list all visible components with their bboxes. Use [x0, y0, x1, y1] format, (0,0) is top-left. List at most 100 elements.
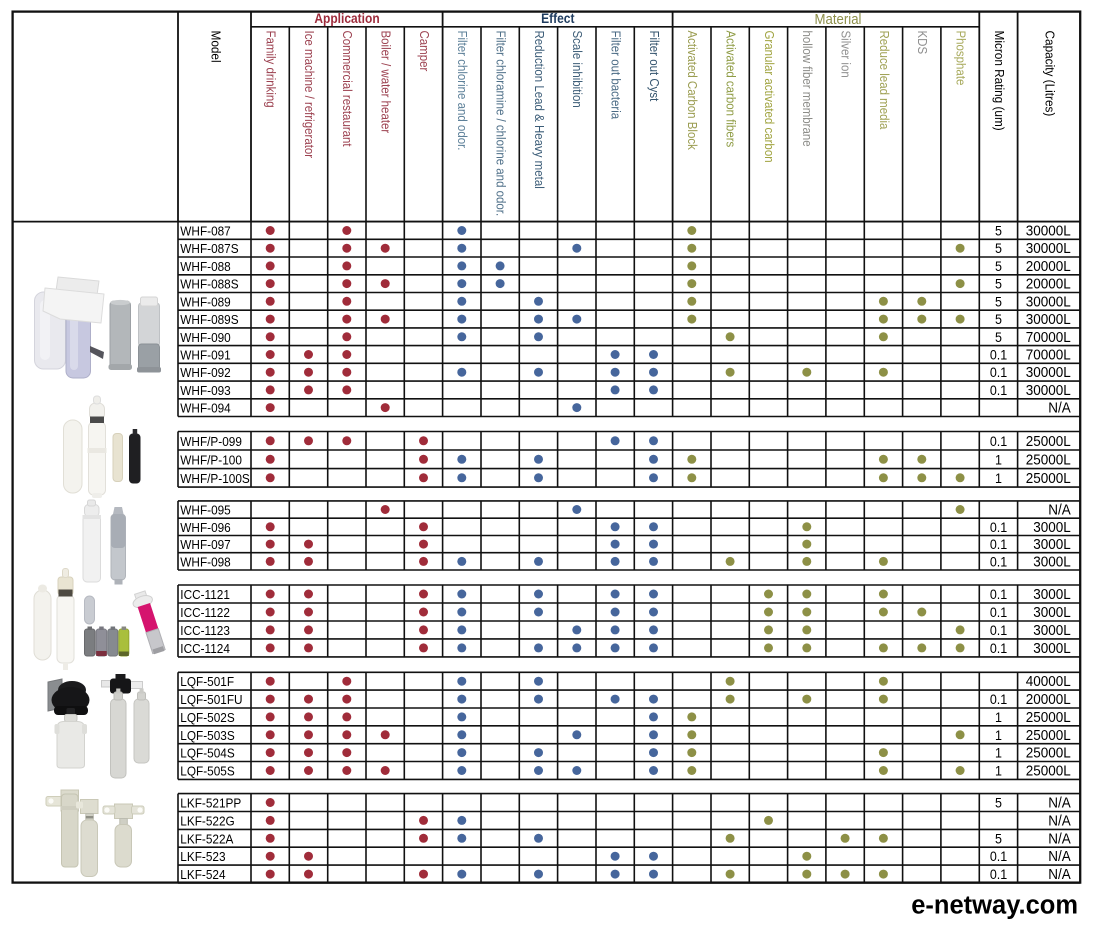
- svg-text:25000L: 25000L: [1026, 452, 1071, 469]
- svg-text:0.1: 0.1: [990, 849, 1007, 865]
- svg-text:0.1: 0.1: [990, 365, 1007, 381]
- svg-text:Reduction Lead & Heavy metal: Reduction Lead & Heavy metal: [532, 31, 547, 189]
- svg-text:ICC-1124: ICC-1124: [180, 641, 230, 656]
- svg-text:N/A: N/A: [1048, 831, 1071, 848]
- svg-text:0.1: 0.1: [990, 554, 1007, 570]
- svg-text:N/A: N/A: [1048, 795, 1071, 812]
- svg-text:30000L: 30000L: [1026, 382, 1071, 399]
- svg-text:40000L: 40000L: [1026, 674, 1071, 691]
- svg-text:25000L: 25000L: [1026, 727, 1071, 744]
- svg-text:Effect: Effect: [541, 10, 575, 26]
- svg-text:20000L: 20000L: [1026, 258, 1071, 275]
- svg-text:Family drinking: Family drinking: [263, 31, 278, 108]
- svg-text:30000L: 30000L: [1026, 311, 1071, 328]
- svg-text:1: 1: [995, 470, 1002, 486]
- svg-text:5: 5: [995, 329, 1002, 345]
- svg-text:3000L: 3000L: [1033, 586, 1071, 603]
- svg-text:N/A: N/A: [1048, 866, 1071, 883]
- svg-text:Material: Material: [815, 10, 862, 27]
- svg-text:N/A: N/A: [1048, 813, 1071, 830]
- svg-text:0.1: 0.1: [990, 622, 1007, 638]
- svg-text:5: 5: [995, 223, 1002, 239]
- svg-text:Boiler / water heater: Boiler / water heater: [378, 31, 393, 134]
- svg-text:LQF-504S: LQF-504S: [180, 746, 234, 761]
- svg-text:LQF-502S: LQF-502S: [180, 710, 234, 725]
- svg-text:Activated Carbon Block: Activated Carbon Block: [685, 31, 700, 151]
- svg-text:0.1: 0.1: [990, 640, 1007, 656]
- svg-text:0.1: 0.1: [990, 586, 1007, 602]
- svg-text:ICC-1123: ICC-1123: [180, 623, 230, 638]
- svg-text:LQF-505S: LQF-505S: [180, 764, 234, 779]
- svg-text:WHF-097: WHF-097: [180, 537, 230, 552]
- svg-text:N/A: N/A: [1048, 849, 1071, 866]
- svg-text:ICC-1121: ICC-1121: [180, 587, 230, 602]
- svg-text:5: 5: [995, 241, 1002, 257]
- svg-text:Filter out Cyst: Filter out Cyst: [647, 31, 662, 102]
- svg-text:Phosphate: Phosphate: [953, 31, 968, 86]
- svg-text:0.1: 0.1: [990, 536, 1007, 552]
- svg-text:5: 5: [995, 311, 1002, 327]
- svg-text:Silver ion: Silver ion: [838, 31, 853, 78]
- svg-text:Camper: Camper: [417, 31, 432, 72]
- svg-text:Activated carbon fibers: Activated carbon fibers: [723, 31, 738, 148]
- svg-text:LKF-523: LKF-523: [180, 850, 225, 865]
- svg-text:WHF-091: WHF-091: [180, 348, 230, 363]
- svg-text:hollow fiber membrane: hollow fiber membrane: [800, 31, 815, 147]
- svg-text:3000L: 3000L: [1033, 604, 1071, 621]
- svg-text:WHF-089S: WHF-089S: [180, 312, 238, 327]
- svg-text:LQF-501FU: LQF-501FU: [180, 692, 242, 707]
- svg-text:3000L: 3000L: [1033, 536, 1071, 553]
- svg-text:WHF-094: WHF-094: [180, 401, 230, 416]
- svg-text:WHF-092: WHF-092: [180, 366, 230, 381]
- svg-text:WHF-098: WHF-098: [180, 555, 230, 570]
- svg-text:Reduce lead media: Reduce lead media: [877, 31, 892, 130]
- svg-text:WHF-093: WHF-093: [180, 383, 230, 398]
- svg-text:30000L: 30000L: [1026, 241, 1071, 258]
- svg-text:0.1: 0.1: [990, 382, 1007, 398]
- svg-text:LQF-501F: LQF-501F: [180, 675, 234, 690]
- svg-text:WHF/P-100S: WHF/P-100S: [180, 471, 249, 486]
- svg-text:N/A: N/A: [1048, 502, 1071, 519]
- svg-text:Commercial restaurant: Commercial restaurant: [340, 31, 355, 148]
- svg-text:0.1: 0.1: [990, 604, 1007, 620]
- svg-text:1: 1: [995, 709, 1002, 725]
- svg-text:Ice machine / refrigerator: Ice machine / refrigerator: [302, 31, 317, 159]
- svg-text:30000L: 30000L: [1026, 365, 1071, 382]
- svg-text:Application: Application: [314, 10, 379, 26]
- svg-text:WHF-088S: WHF-088S: [180, 277, 238, 292]
- svg-text:0.1: 0.1: [990, 347, 1007, 363]
- svg-text:Capacity (Litres): Capacity (Litres): [1042, 31, 1057, 117]
- svg-text:0.1: 0.1: [990, 433, 1007, 449]
- svg-text:Model: Model: [208, 31, 223, 63]
- svg-text:WHF-087: WHF-087: [180, 224, 230, 239]
- svg-text:20000L: 20000L: [1026, 276, 1071, 293]
- svg-text:3000L: 3000L: [1033, 622, 1071, 639]
- svg-text:WHF-089: WHF-089: [180, 295, 230, 310]
- svg-text:25000L: 25000L: [1026, 745, 1071, 762]
- svg-text:Filter chlorine and odor.: Filter chlorine and odor.: [455, 31, 470, 151]
- svg-text:WHF-096: WHF-096: [180, 520, 230, 535]
- svg-text:3000L: 3000L: [1033, 640, 1071, 657]
- svg-text:5: 5: [995, 831, 1002, 847]
- svg-text:WHF-087S: WHF-087S: [180, 242, 238, 257]
- svg-text:N/A: N/A: [1048, 400, 1071, 417]
- svg-text:LKF-522A: LKF-522A: [180, 832, 234, 847]
- svg-text:KDS: KDS: [915, 31, 930, 55]
- svg-text:Scale inhibition: Scale inhibition: [570, 31, 585, 108]
- svg-text:3000L: 3000L: [1033, 519, 1071, 536]
- svg-text:LKF-522G: LKF-522G: [180, 814, 234, 829]
- svg-text:Filter out bacteria: Filter out bacteria: [608, 31, 623, 120]
- svg-text:5: 5: [995, 795, 1002, 811]
- svg-text:0.1: 0.1: [990, 691, 1007, 707]
- svg-text:0.1: 0.1: [990, 519, 1007, 535]
- svg-text:WHF-088: WHF-088: [180, 259, 230, 274]
- svg-text:LQF-503S: LQF-503S: [180, 728, 234, 743]
- svg-text:1: 1: [995, 763, 1002, 779]
- svg-text:25000L: 25000L: [1026, 709, 1071, 726]
- svg-text:25000L: 25000L: [1026, 433, 1071, 450]
- svg-text:Granular activated carbon: Granular activated carbon: [762, 31, 777, 163]
- svg-text:3000L: 3000L: [1033, 554, 1071, 571]
- svg-text:20000L: 20000L: [1026, 691, 1071, 708]
- svg-text:70000L: 70000L: [1026, 347, 1071, 364]
- svg-text:LKF-521PP: LKF-521PP: [180, 796, 241, 811]
